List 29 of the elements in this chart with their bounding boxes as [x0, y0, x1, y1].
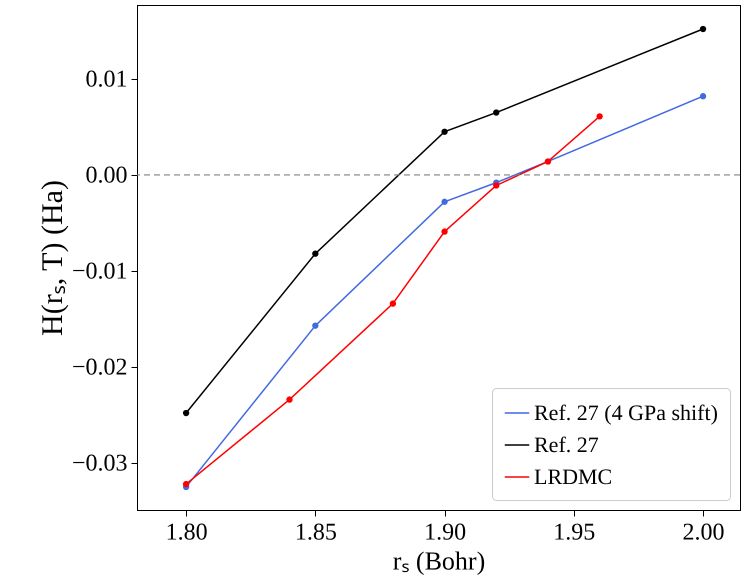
- point: [286, 396, 293, 403]
- point: [182, 480, 190, 488]
- legend-label: Ref. 27: [534, 432, 599, 457]
- point: [390, 300, 396, 307]
- x-tick-label: 1.95: [553, 520, 596, 546]
- point: [441, 128, 448, 135]
- point: [493, 182, 500, 189]
- y-tick-label: 0.01: [86, 66, 128, 92]
- x-tick-label: 1.85: [294, 520, 337, 546]
- x-tick-label: 1.80: [166, 520, 208, 546]
- x-axis-title: rₛ (Bohr): [392, 546, 486, 576]
- point: [441, 228, 448, 235]
- point: [312, 322, 319, 329]
- point: [596, 113, 603, 120]
- y-tick-label: −0.01: [72, 258, 128, 284]
- legend-label: LRDMC: [534, 464, 612, 489]
- point: [182, 410, 190, 416]
- y-tick-label: −0.03: [72, 450, 128, 476]
- point: [441, 198, 448, 205]
- legend-label: Ref. 27 (4 GPa shift): [534, 400, 718, 425]
- y-axis-title: H(rₛ, T) (Ha): [36, 180, 69, 336]
- x-tick-label: 2.00: [682, 520, 725, 546]
- point: [700, 93, 706, 100]
- y-tick-label: −0.02: [72, 354, 128, 380]
- point: [312, 250, 319, 257]
- point: [700, 26, 706, 32]
- x-tick-label: 1.90: [424, 520, 466, 546]
- point: [493, 109, 500, 116]
- y-tick-label: 0.00: [86, 162, 128, 188]
